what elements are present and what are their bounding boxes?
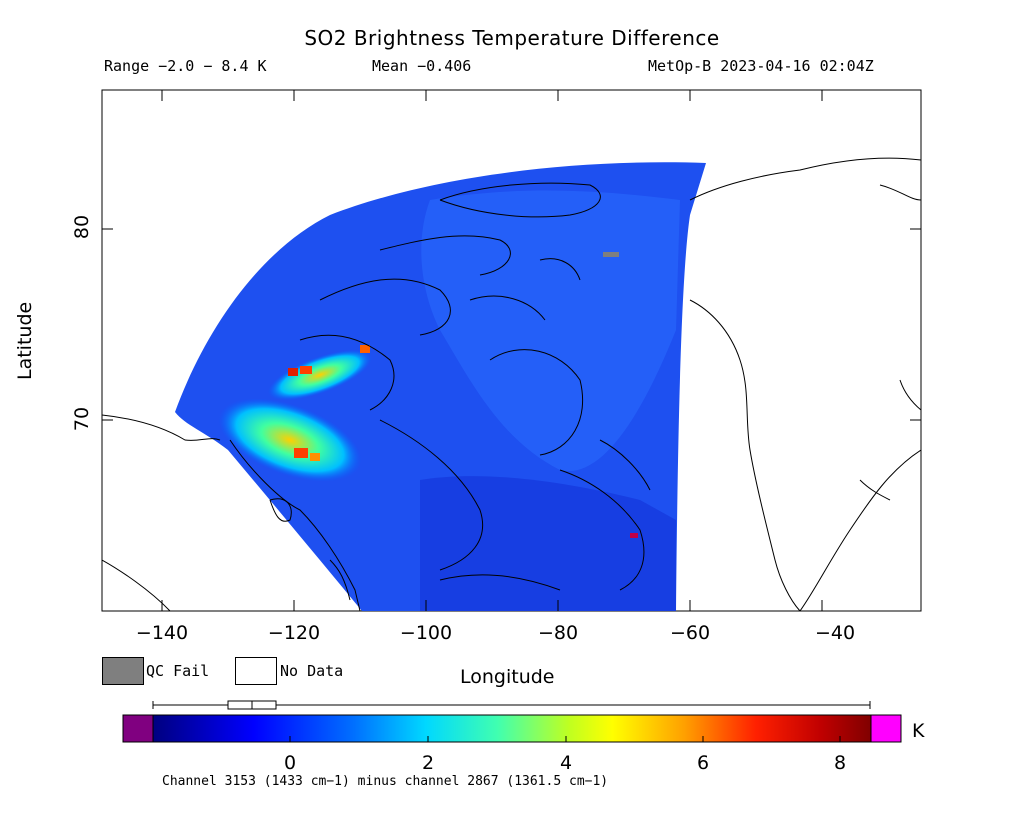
- colorbar-unit: K: [912, 720, 925, 742]
- plume-hotspot: [310, 453, 320, 461]
- colorbar-tick-label: 8: [833, 752, 847, 774]
- colorbar-tick-label: 6: [696, 752, 710, 774]
- colorbar-tick-label: 0: [283, 752, 297, 774]
- qc-fail-swatch: [102, 657, 144, 685]
- swath-darker-region: [420, 476, 676, 611]
- x-tick-label: −140: [135, 622, 189, 644]
- x-tick-label: −60: [669, 622, 711, 644]
- qc-fail-pixel: [603, 252, 619, 257]
- x-tick-label: −100: [399, 622, 453, 644]
- mean-text: Mean −0.406: [372, 57, 472, 75]
- x-tick-label: −80: [537, 622, 579, 644]
- qc-fail-label: QC Fail: [146, 662, 210, 680]
- plume-hotspot: [288, 368, 298, 376]
- chart-title: SO2 Brightness Temperature Difference: [304, 26, 720, 50]
- swath-lighter-region: [421, 190, 680, 472]
- no-data-label: No Data: [280, 662, 344, 680]
- colorbar-overflow: [870, 714, 902, 743]
- axis-ticks: [102, 90, 921, 611]
- y-axis-label: Latitude: [14, 301, 36, 380]
- colorbar-ticks: [289, 736, 841, 742]
- no-data-swatch: [235, 657, 277, 685]
- x-tick-label: −120: [267, 622, 321, 644]
- so2-plume-north: [267, 349, 373, 401]
- x-axis-label: Longitude: [460, 666, 555, 688]
- satellite-time-text: MetOp-B 2023-04-16 02:04Z: [648, 57, 874, 75]
- channel-note: Channel 3153 (1433 cm−1) minus channel 2…: [162, 774, 609, 789]
- plume-hotspot: [360, 345, 370, 353]
- outlier-pixel: [630, 533, 638, 538]
- so2-plume: [218, 398, 362, 482]
- x-tick-label: −40: [814, 622, 856, 644]
- y-tick-label: 70: [71, 406, 94, 432]
- value-boxplot: [152, 700, 871, 710]
- range-text: Range −2.0 − 8.4 K: [104, 57, 267, 75]
- colorbar: [152, 714, 872, 743]
- plume-hotspot: [294, 448, 308, 458]
- coastlines: [102, 157, 921, 611]
- plume-hotspot: [300, 366, 312, 374]
- colorbar-underflow: [122, 714, 154, 743]
- y-tick-label: 80: [71, 214, 94, 240]
- colorbar-tick-label: 2: [421, 752, 435, 774]
- colorbar-tick-label: 4: [559, 752, 573, 774]
